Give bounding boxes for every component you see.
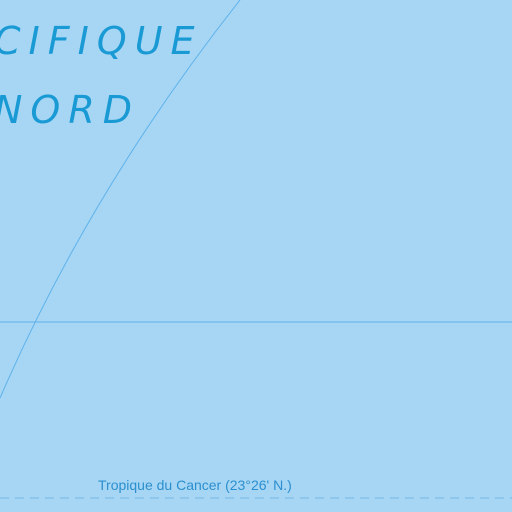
tropic-of-cancer-label: Tropique du Cancer (23°26' N.)	[98, 477, 292, 493]
ocean-name-line-2: NORD	[0, 88, 140, 132]
ocean-name-line-1: CIFIQUE	[0, 19, 203, 63]
meridian-line	[0, 0, 241, 399]
